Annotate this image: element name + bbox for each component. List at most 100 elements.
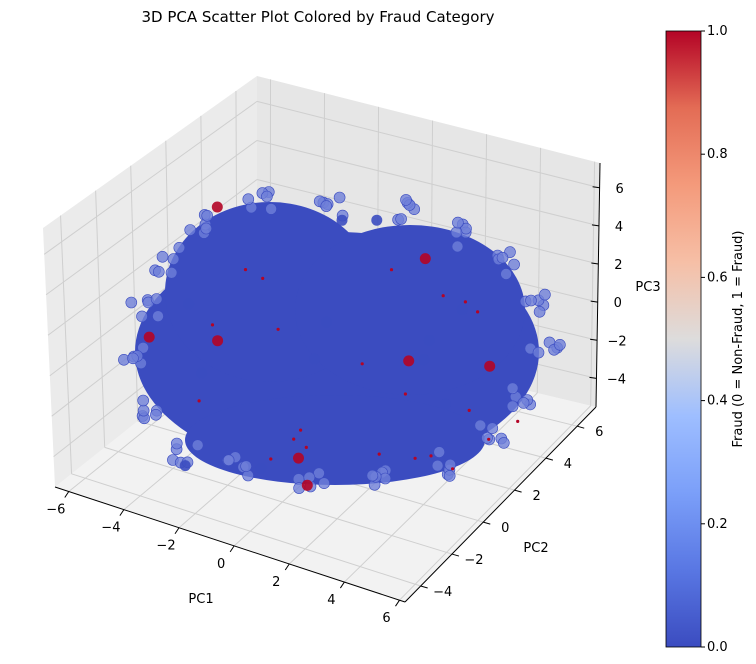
x-axis-label: PC1 [188,592,213,607]
point-fraud [413,456,417,460]
point-non-fraud [150,408,162,421]
point-non-fraud [167,253,180,265]
y-tick-label: 6 [595,425,603,440]
point-non-fraud [137,404,150,417]
point-non-fraud [173,242,186,254]
point-fraud [487,437,491,441]
z-gridline-back [256,179,599,265]
point-non-fraud [395,213,407,225]
y-tick-label: −2 [464,553,483,568]
point-non-fraud [533,305,546,318]
cloud-lobe-right [295,225,525,395]
point-fraud [463,300,467,304]
point-non-fraud [125,296,138,309]
x-tick-label: −2 [156,539,175,554]
z-tick-label: 4 [615,220,623,235]
point-non-fraud [452,216,464,229]
z-axis-label: PC3 [635,280,660,295]
y-tick-label: 2 [532,489,540,504]
point-fraud [261,276,265,280]
x-tick [284,563,290,571]
point-non-fraud [321,316,332,328]
point-fraud [276,327,280,331]
point-non-fraud [200,222,212,235]
point-non-fraud [371,214,383,226]
point-non-fraud [431,459,444,472]
colorbar-tick-label: 0.0 [707,640,728,655]
point-fraud [429,454,433,458]
point-non-fraud [318,477,330,490]
colorbar-tick-label: 0.4 [707,394,728,409]
point-non-fraud [191,439,204,452]
point-non-fraud [508,258,520,271]
point-non-fraud [255,463,267,474]
point-fraud [419,253,431,265]
axis-lines [54,162,601,603]
point-non-fraud [400,194,412,206]
point-fraud [197,399,201,403]
z-tick-label: 2 [614,258,622,273]
z-tick [590,338,598,341]
y-tick-label: −4 [433,585,452,600]
cloud-lobe-bottom [185,395,485,485]
x-tick-label: −6 [46,503,65,518]
point-non-fraud [440,398,451,410]
fraud-points [143,201,520,491]
point-non-fraud [201,210,213,222]
x-tick-label: 2 [272,575,280,590]
colorbar-label: Fraud (0 = Non-Fraud, 1 = Fraud) [731,230,746,447]
point-fraud [143,331,155,343]
z-tick [590,300,598,303]
x-tick-label: −4 [101,521,120,536]
x-gridline-floor [344,392,538,583]
y-tick [483,521,491,525]
x-tick-label: 4 [327,593,335,608]
point-non-fraud [309,353,320,365]
point-fraud [293,452,304,464]
y-tick-label: 4 [564,457,572,472]
y-gridline-left [95,190,106,448]
left-pane [43,76,257,487]
point-fraud [476,310,480,314]
point-non-fraud [156,250,169,263]
point-non-fraud [525,294,537,307]
x-tick [119,509,125,516]
point-non-fraud [433,446,446,458]
point-non-fraud [265,203,277,215]
colorbar-ticks: 0.0 0.2 0.4 0.6 0.8 1.0 [701,24,728,655]
point-non-fraud [554,338,566,351]
point-non-fraud [366,469,379,482]
point-non-fraud [506,382,519,395]
colorbar-gradient [665,30,702,648]
point-fraud [377,452,381,456]
z-axis-line [595,162,601,408]
z-tick [589,376,597,379]
point-non-fraud [261,190,273,203]
point-non-fraud [333,191,346,204]
x-tick-label: 0 [217,557,225,572]
point-non-fraud [183,298,195,310]
point-non-fraud [336,214,348,226]
point-non-fraud [451,240,464,253]
point-fraud [403,355,415,367]
point-non-fraud [179,460,191,472]
point-fraud [389,268,394,272]
x-gridline-back [590,161,596,406]
point-non-fraud [152,310,164,323]
y-gridline-left [130,165,139,422]
point-non-fraud [320,200,333,212]
point-non-fraud [474,419,487,432]
point-fraud [243,268,248,272]
point-non-fraud [171,437,183,450]
point-non-fraud [496,251,509,264]
point-non-fraud [450,226,463,239]
point-non-fraud [423,335,435,346]
axis-ticks: −6 −4 −2 0 2 4 6 −4 −2 0 2 4 6 −4 −2 0 2 4 6 [46,182,626,626]
point-fraud [269,457,273,461]
x-tick [339,581,345,589]
point-non-fraud [456,304,468,315]
x-gridline-floor [399,405,592,601]
point-non-fraud [500,268,512,280]
point-non-fraud [184,224,196,236]
